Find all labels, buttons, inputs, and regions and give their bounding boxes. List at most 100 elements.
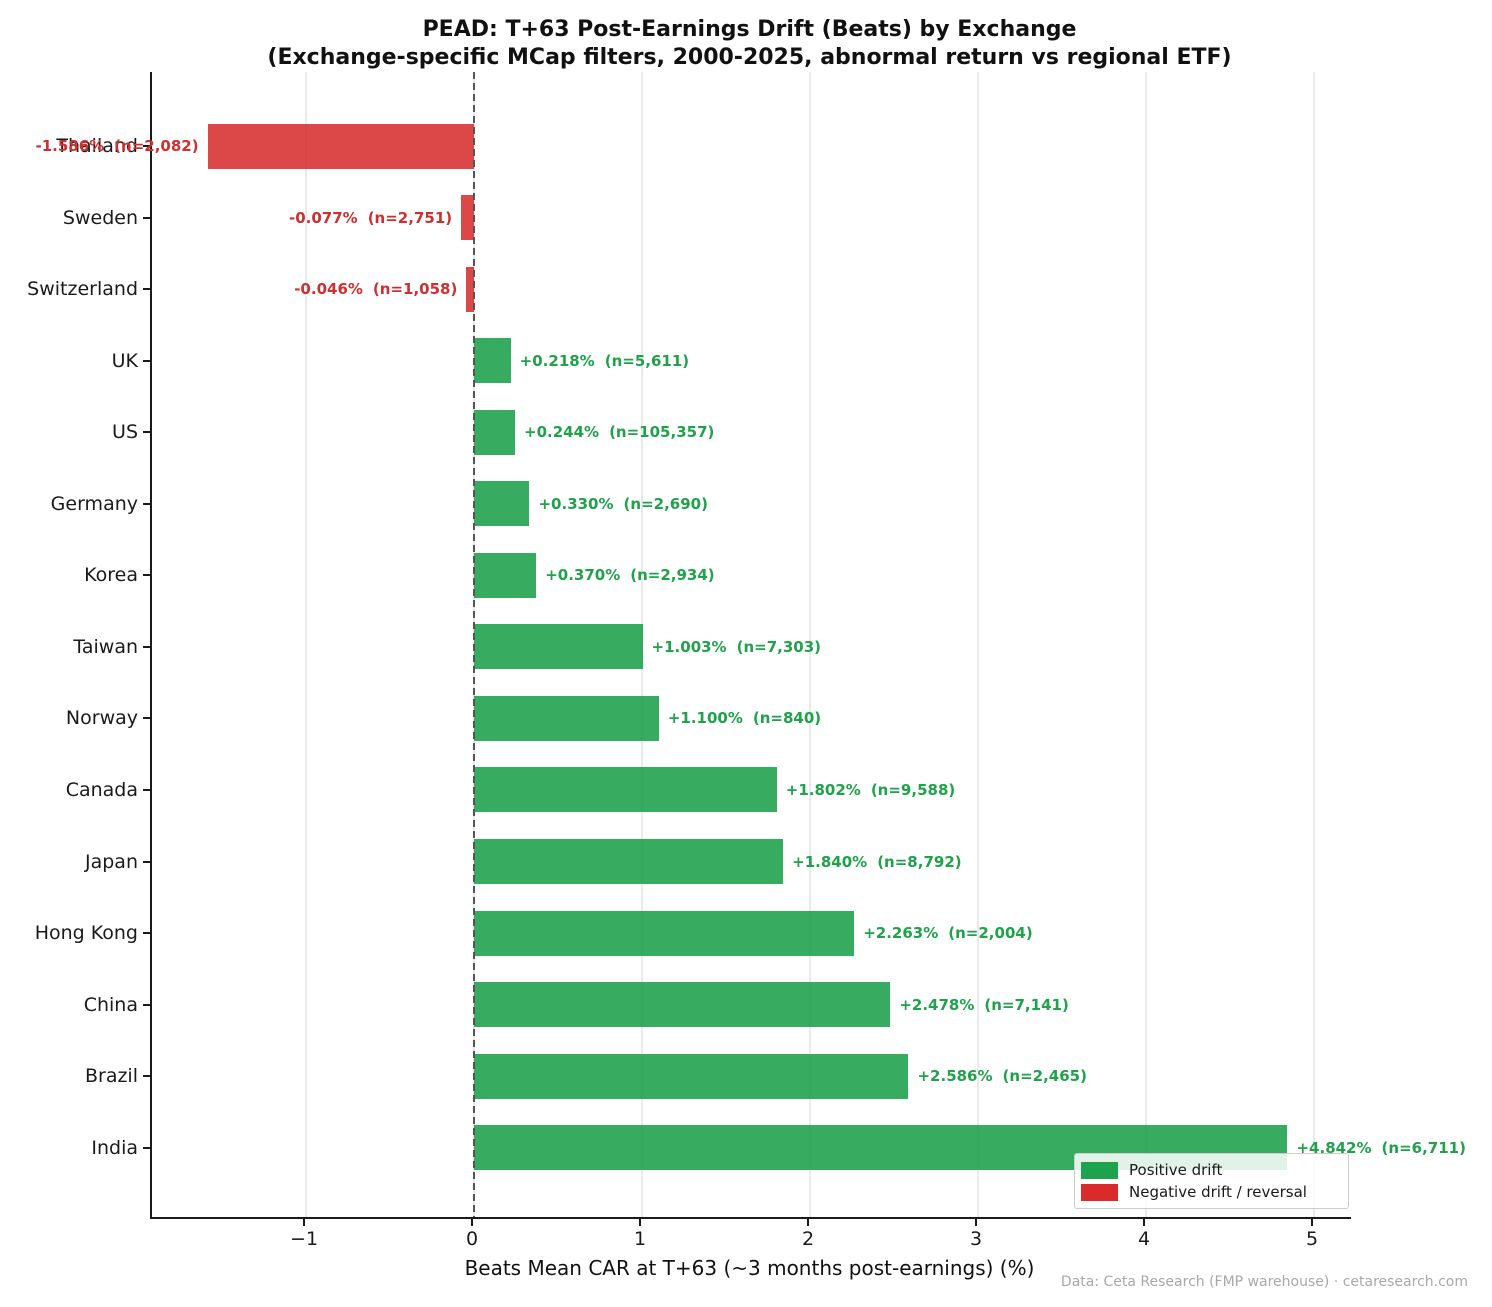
bar xyxy=(474,552,537,598)
y-tick xyxy=(143,431,150,434)
bar-n-label: (n=2,690) xyxy=(623,494,708,513)
bar-value-label: +2.586% (n=2,465) xyxy=(917,1065,1086,1087)
bar xyxy=(474,910,855,956)
bar-value-label: +2.478% (n=7,141) xyxy=(899,994,1068,1016)
bar-n-label: (n=105,357) xyxy=(609,423,715,442)
legend-item-negative: Negative drift / reversal xyxy=(1081,1181,1342,1203)
y-tick-label: Korea xyxy=(84,564,138,587)
y-tick-label: Hong Kong xyxy=(34,922,138,945)
x-tick xyxy=(471,1219,474,1226)
x-tick-label: 2 xyxy=(802,1228,815,1250)
gridline xyxy=(1145,72,1148,1217)
bar xyxy=(474,767,777,813)
bar-value-label: +1.100% (n=840) xyxy=(668,707,821,729)
bar-n-label: (n=7,141) xyxy=(984,995,1069,1014)
bar-pct-label: +0.370% xyxy=(545,566,621,585)
chart-title-line1: PEAD: T+63 Post-Earnings Drift (Beats) b… xyxy=(422,17,1077,42)
legend-label-positive: Positive drift xyxy=(1129,1161,1223,1179)
legend-item-positive: Positive drift xyxy=(1081,1159,1342,1181)
bar-n-label: (n=9,588) xyxy=(870,780,956,799)
x-tick xyxy=(303,1219,306,1226)
x-tick-label: 1 xyxy=(634,1228,647,1250)
y-tick xyxy=(143,860,150,863)
y-tick xyxy=(143,288,150,291)
bar-pct-label: +1.840% xyxy=(792,852,868,871)
x-tick-label: 4 xyxy=(1137,1228,1151,1250)
zero-reference-line xyxy=(473,72,476,1217)
y-tick xyxy=(143,1003,150,1006)
chart-title: PEAD: T+63 Post-Earnings Drift (Beats) b… xyxy=(150,16,1349,72)
plot-area: Thailand -1.586% (n=2,082) Sweden -0.077% (n=… xyxy=(27,72,1466,1219)
bar-pct-label: +1.100% xyxy=(667,709,743,728)
x-tick xyxy=(807,1219,810,1226)
bar-value-label: +2.263% (n=2,004) xyxy=(863,922,1032,944)
y-tick xyxy=(143,145,150,147)
bar-value-label: +1.003% (n=7,303) xyxy=(652,636,821,658)
y-tick xyxy=(143,932,150,935)
bar-n-label: (n=2,004) xyxy=(948,924,1033,943)
bar-pct-label: +0.244% xyxy=(524,423,600,442)
bar-pct-label: -0.077% xyxy=(289,208,358,227)
bar-pct-label: +2.478% xyxy=(899,995,975,1014)
y-tick xyxy=(143,502,150,505)
gridline xyxy=(809,72,812,1217)
bar-n-label: (n=8,792) xyxy=(877,852,962,871)
bar xyxy=(466,266,475,312)
y-tick xyxy=(143,788,150,791)
bar xyxy=(207,123,475,169)
y-tick-label: Taiwan xyxy=(73,635,138,658)
bar-value-label: +0.244% (n=105,357) xyxy=(524,421,714,443)
legend: Positive drift Negative drift / reversal xyxy=(1074,1153,1349,1209)
y-tick xyxy=(143,717,150,720)
bar-value-label: +4.842% (n=6,711) xyxy=(1296,1137,1465,1159)
bar xyxy=(474,695,659,741)
y-tick-label: Brazil xyxy=(84,1065,138,1088)
bar-value-label: -0.077% (n=2,751) xyxy=(289,207,452,229)
bar-value-label: -0.046% (n=1,058) xyxy=(294,278,457,300)
bar-value-label: -1.586% (n=2,082) xyxy=(35,135,198,157)
bar xyxy=(474,982,891,1028)
bar-pct-label: +0.218% xyxy=(519,351,595,370)
y-tick xyxy=(143,1075,150,1078)
bar-pct-label: +2.586% xyxy=(917,1067,993,1086)
y-tick xyxy=(143,574,150,577)
bar-n-label: (n=2,082) xyxy=(114,137,199,155)
gridline xyxy=(977,72,980,1217)
x-tick xyxy=(1143,1219,1146,1226)
bar xyxy=(474,1053,909,1099)
y-tick-label: Japan xyxy=(85,850,138,873)
gridline xyxy=(305,72,308,1217)
y-tick-label: China xyxy=(83,993,138,1016)
bar-pct-label: -0.046% xyxy=(294,280,363,299)
y-tick-label: Germany xyxy=(50,492,138,515)
y-tick xyxy=(143,645,150,648)
legend-swatch-negative xyxy=(1081,1183,1118,1201)
y-tick-label: UK xyxy=(111,349,138,372)
x-tick xyxy=(639,1219,642,1226)
bar xyxy=(474,839,784,884)
y-tick xyxy=(143,359,150,362)
bar-n-label: (n=2,751) xyxy=(367,208,453,227)
bar-n-label: (n=7,303) xyxy=(736,637,821,656)
legend-swatch-positive xyxy=(1081,1161,1118,1179)
bar xyxy=(461,195,475,241)
bar xyxy=(474,624,643,670)
y-tick-label: Norway xyxy=(65,707,138,730)
bar-value-label: +1.802% (n=9,588) xyxy=(786,779,955,801)
bar xyxy=(474,409,516,455)
y-tick-label: Sweden xyxy=(62,206,138,229)
bar-value-label: +1.840% (n=8,792) xyxy=(792,851,961,873)
bar xyxy=(474,481,530,527)
gridline xyxy=(1313,72,1316,1217)
x-tick xyxy=(1311,1219,1314,1226)
chart-title-line2: (Exchange-specific MCap filters, 2000-20… xyxy=(267,45,1232,70)
bar-pct-label: +1.802% xyxy=(785,780,861,799)
y-tick-label: Switzerland xyxy=(27,278,138,301)
y-tick xyxy=(143,216,150,219)
bar xyxy=(474,338,511,384)
bar-pct-label: +2.263% xyxy=(863,924,939,943)
bar-pct-label: +4.842% xyxy=(1296,1138,1372,1157)
bar-value-label: +0.370% (n=2,934) xyxy=(545,564,714,586)
legend-label-negative: Negative drift / reversal xyxy=(1129,1183,1307,1201)
